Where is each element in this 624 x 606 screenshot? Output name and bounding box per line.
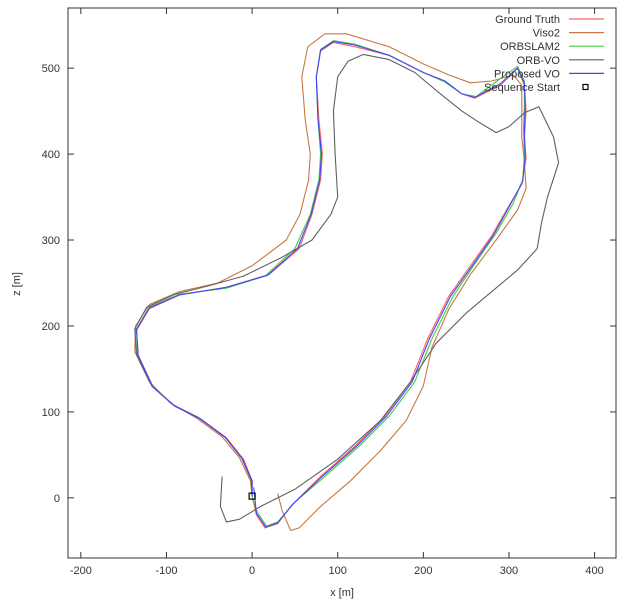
legend-label: Proposed VO: [494, 68, 560, 80]
y-tick-label: 200: [42, 321, 60, 333]
y-tick-label: 100: [42, 407, 60, 419]
x-tick-label: 0: [249, 565, 255, 577]
sequence-start-marker: [248, 492, 256, 500]
legend-label: ORBSLAM2: [500, 41, 560, 53]
series-line-proposed-vo: [135, 40, 526, 528]
series-line-orb-vo: [134, 53, 560, 523]
x-axis-label: x [m]: [330, 587, 354, 599]
y-axis-label: z [m]: [11, 272, 23, 296]
x-tick-label: -200: [70, 565, 92, 577]
x-tick-label: -100: [155, 565, 177, 577]
legend-swatch: [582, 83, 589, 91]
y-tick-label: 400: [42, 149, 60, 161]
x-tick-label: 300: [500, 565, 518, 577]
legend-label: Ground Truth: [495, 14, 560, 26]
y-tick-label: 500: [42, 63, 60, 75]
series-layer: [134, 33, 560, 532]
y-tick-label: 300: [42, 235, 60, 247]
legend-label: Viso2: [533, 28, 560, 40]
x-tick-label: 200: [414, 565, 432, 577]
x-tick-label: 400: [585, 565, 603, 577]
legend-label: ORB-VO: [517, 55, 561, 67]
marker-layer: [248, 492, 256, 500]
axis-ticks: -200 -100 0 100 200 300 400 0 100 200 300 400 500: [42, 8, 616, 577]
y-tick-label: 0: [54, 493, 60, 505]
x-tick-label: 100: [329, 565, 347, 577]
legend-label: Sequence Start: [484, 82, 560, 94]
